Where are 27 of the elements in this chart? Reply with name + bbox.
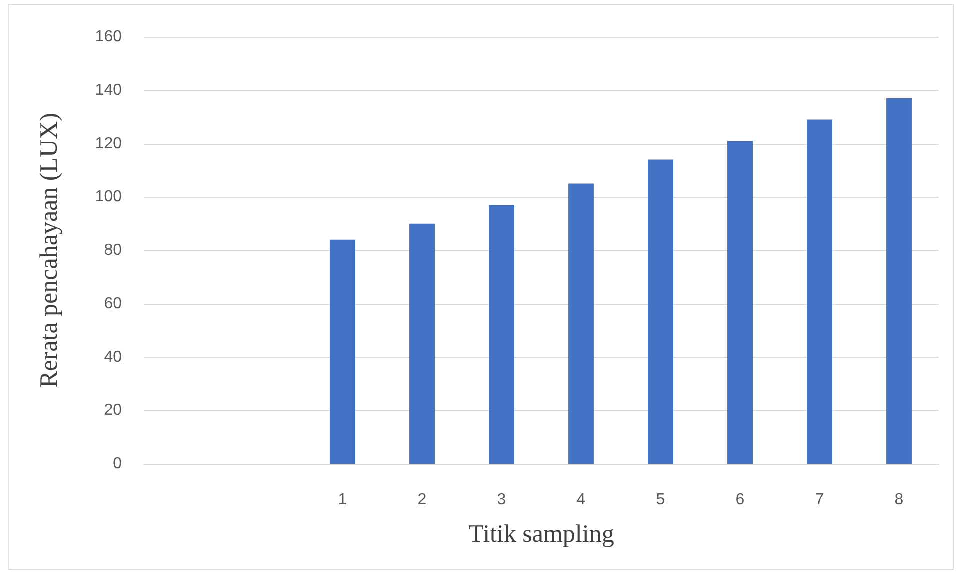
y-tick-label: 160 xyxy=(95,28,122,46)
bar xyxy=(568,184,594,464)
y-tick-label: 80 xyxy=(104,242,122,259)
y-tick-label: 140 xyxy=(95,82,122,99)
x-tick-label: 5 xyxy=(656,492,666,508)
x-axis-title: Titik sampling xyxy=(468,521,615,548)
y-tick-label: 100 xyxy=(95,188,122,206)
bar xyxy=(648,160,674,464)
bar xyxy=(330,240,356,464)
bar xyxy=(807,120,832,464)
x-tick-label: 6 xyxy=(736,492,745,508)
bar xyxy=(886,98,912,464)
y-tick-label: 0 xyxy=(113,456,122,472)
x-tick-label: 1 xyxy=(338,492,348,508)
y-tick-label: 60 xyxy=(104,295,122,312)
bar xyxy=(728,141,753,464)
x-tick-label: 4 xyxy=(576,492,586,508)
x-tick-label: 8 xyxy=(894,492,904,508)
bar xyxy=(489,205,514,464)
bar xyxy=(410,224,435,464)
x-tick-label: 2 xyxy=(418,492,427,508)
y-tick-label: 120 xyxy=(95,135,122,152)
y-tick-label: 40 xyxy=(104,348,122,366)
y-axis-title: Rerata pencahayaan (LUX) xyxy=(36,113,63,388)
x-tick-label: 3 xyxy=(497,492,506,508)
y-tick-label: 20 xyxy=(104,402,122,420)
x-tick-label: 7 xyxy=(815,492,824,508)
